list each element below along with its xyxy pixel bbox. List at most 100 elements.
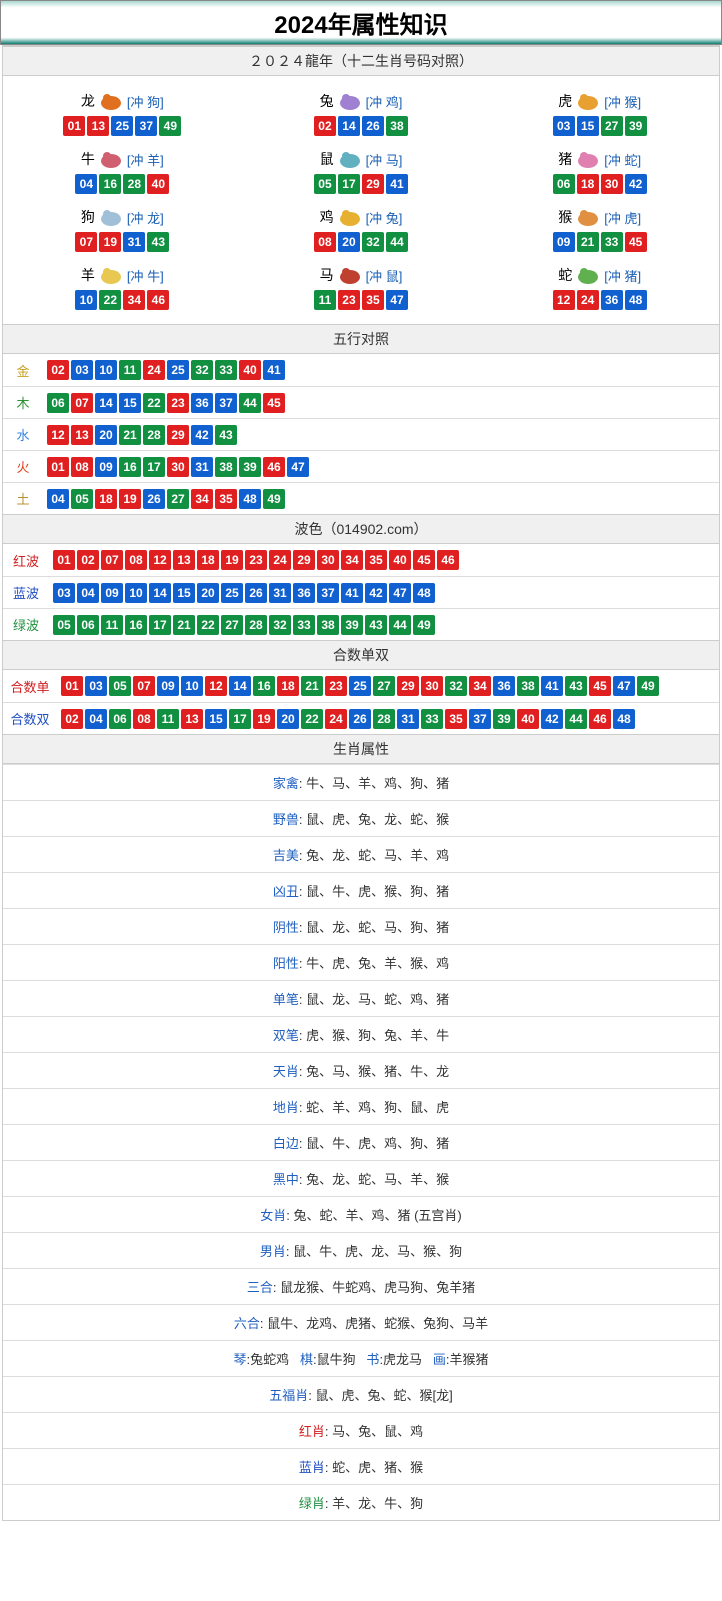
zodiac-cell: 狗 [冲 龙] 07193143: [3, 200, 242, 258]
table-row: 合数单 010305070910121416182123252729303234…: [3, 670, 719, 702]
bose-header: 波色（014902.com）: [3, 514, 719, 544]
attr-row: 野兽: 鼠、虎、兔、龙、蛇、猴: [3, 800, 719, 836]
attr-label: 五福肖: [269, 1388, 308, 1403]
number-chip: 03: [553, 116, 575, 136]
number-chip: 43: [365, 615, 387, 635]
zodiac-numbers: 05172941: [242, 174, 481, 194]
number-chip: 17: [143, 457, 165, 477]
number-chip: 31: [191, 457, 213, 477]
attr-label: 男肖: [260, 1244, 286, 1259]
attr-value: : 鼠、虎、兔、龙、蛇、猴: [299, 812, 449, 827]
attr-label: 三合: [247, 1280, 273, 1295]
zodiac-cell: 蛇 [冲 猪] 12243648: [480, 258, 719, 316]
row-label: 合数双: [3, 703, 57, 734]
number-chip: 44: [239, 393, 261, 413]
zodiac-clash: [冲 龙]: [127, 208, 164, 227]
attr-row: 五福肖: 鼠、虎、兔、蛇、猴[龙]: [3, 1376, 719, 1412]
number-chip: 13: [71, 425, 93, 445]
zodiac-icon: [574, 206, 602, 228]
number-chip: 45: [625, 232, 647, 252]
attr-label: 黑中: [273, 1172, 299, 1187]
number-chip: 26: [349, 709, 371, 729]
zodiac-cell: 猴 [冲 虎] 09213345: [480, 200, 719, 258]
number-chip: 22: [143, 393, 165, 413]
number-chip: 15: [119, 393, 141, 413]
number-chip: 23: [245, 550, 267, 570]
number-chip: 24: [577, 290, 599, 310]
number-chip: 48: [625, 290, 647, 310]
attr-row: 阴性: 鼠、龙、蛇、马、狗、猪: [3, 908, 719, 944]
attr-label: 天肖: [273, 1064, 299, 1079]
number-chip: 06: [553, 174, 575, 194]
number-chip: 31: [123, 232, 145, 252]
zodiac-icon: [336, 90, 364, 112]
zodiac-cell: 龙 [冲 狗] 0113253749: [3, 84, 242, 142]
number-chip: 13: [181, 709, 203, 729]
zodiac-name: 鼠: [320, 149, 334, 169]
number-chip: 36: [293, 583, 315, 603]
zodiac-icon: [97, 148, 125, 170]
table-row: 蓝波 03040910141520252631363741424748: [3, 576, 719, 608]
zodiac-cell: 鸡 [冲 兔] 08203244: [242, 200, 481, 258]
number-chip: 06: [47, 393, 69, 413]
attr-row: 白边: 鼠、牛、虎、鸡、狗、猪: [3, 1124, 719, 1160]
table-row: 绿波 05061116172122272832333839434449: [3, 608, 719, 640]
row-numbers: 0108091617303138394647: [43, 452, 719, 482]
zodiac-cell: 鼠 [冲 马] 05172941: [242, 142, 481, 200]
number-chip: 42: [365, 583, 387, 603]
number-chip: 23: [167, 393, 189, 413]
zodiac-grid: 龙 [冲 狗] 0113253749 兔 [冲 鸡] 02142638 虎: [3, 76, 719, 324]
number-chip: 13: [173, 550, 195, 570]
number-chip: 07: [71, 393, 93, 413]
number-chip: 41: [341, 583, 363, 603]
number-chip: 04: [47, 489, 69, 509]
number-chip: 16: [99, 174, 121, 194]
attr-label: 地肖: [273, 1100, 299, 1115]
attr-label: 六合: [234, 1316, 260, 1331]
number-chip: 38: [517, 676, 539, 696]
zodiac-name: 马: [320, 265, 334, 285]
attr-value: :虎龙马: [379, 1352, 422, 1367]
number-chip: 39: [341, 615, 363, 635]
number-chip: 19: [221, 550, 243, 570]
number-chip: 13: [87, 116, 109, 136]
number-chip: 16: [125, 615, 147, 635]
table-row: 木 06071415222336374445: [3, 386, 719, 418]
attr-label: 书: [366, 1352, 379, 1367]
number-chip: 08: [71, 457, 93, 477]
zodiac-icon: [336, 264, 364, 286]
number-chip: 24: [325, 709, 347, 729]
number-chip: 01: [61, 676, 83, 696]
row-label: 红波: [3, 545, 49, 576]
zodiac-name: 牛: [81, 149, 95, 169]
zodiac-icon: [336, 206, 364, 228]
zodiac-cell: 虎 [冲 猴] 03152739: [480, 84, 719, 142]
attr-value: :羊猴猪: [446, 1352, 489, 1367]
number-chip: 32: [362, 232, 384, 252]
number-chip: 19: [99, 232, 121, 252]
number-chip: 08: [314, 232, 336, 252]
row-numbers: 0204060811131517192022242628313335373940…: [57, 704, 719, 734]
table-row: 水 1213202128294243: [3, 418, 719, 450]
number-chip: 07: [133, 676, 155, 696]
row-numbers: 0102070812131819232429303435404546: [49, 545, 719, 575]
zodiac-cell: 牛 [冲 羊] 04162840: [3, 142, 242, 200]
attr-value: : 马、兔、鼠、鸡: [325, 1424, 423, 1439]
attr-row: 单笔: 鼠、龙、马、蛇、鸡、猪: [3, 980, 719, 1016]
row-label: 金: [3, 355, 43, 386]
number-chip: 11: [314, 290, 336, 310]
number-chip: 12: [47, 425, 69, 445]
number-chip: 37: [317, 583, 339, 603]
number-chip: 30: [167, 457, 189, 477]
attr-value: : 鼠牛、龙鸡、虎猪、蛇猴、兔狗、马羊: [260, 1316, 488, 1331]
attr-row: 女肖: 兔、蛇、羊、鸡、猪 (五宫肖): [3, 1196, 719, 1232]
number-chip: 17: [338, 174, 360, 194]
number-chip: 12: [205, 676, 227, 696]
number-chip: 47: [386, 290, 408, 310]
number-chip: 48: [613, 709, 635, 729]
number-chip: 15: [577, 116, 599, 136]
zodiac-numbers: 03152739: [480, 116, 719, 136]
attr-row: 天肖: 兔、马、猴、猪、牛、龙: [3, 1052, 719, 1088]
attr-value: : 鼠、牛、虎、龙、马、猴、狗: [286, 1244, 462, 1259]
number-chip: 43: [565, 676, 587, 696]
